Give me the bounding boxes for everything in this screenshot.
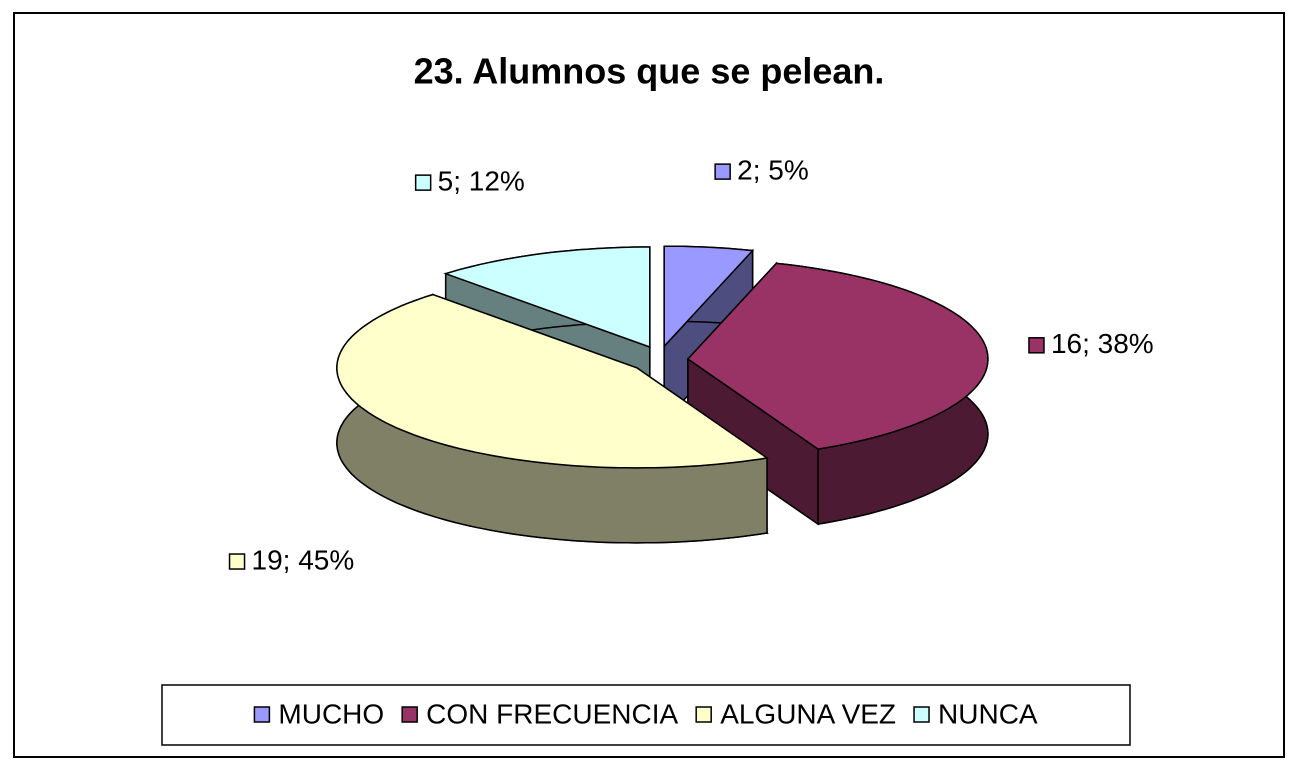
legend-label: CON FRECUENCIA xyxy=(426,698,678,729)
legend-swatch xyxy=(913,706,930,723)
legend-label: NUNCA xyxy=(938,698,1038,729)
data-label: 5; 12% xyxy=(438,166,525,197)
legend-swatch xyxy=(695,706,712,723)
label-key xyxy=(714,163,731,180)
data-labels: 2; 5% 16; 38% 19; 45% 5; 12% xyxy=(228,155,1154,575)
pie xyxy=(336,245,989,544)
legend-label: ALGUNA VEZ xyxy=(720,698,896,729)
data-label: 16; 38% xyxy=(1051,328,1154,359)
slice xyxy=(336,293,769,469)
slice xyxy=(336,293,769,544)
legend-swatch xyxy=(401,706,418,723)
slice xyxy=(443,246,651,349)
slice xyxy=(663,245,755,349)
legend-box xyxy=(161,684,1131,746)
label-key xyxy=(228,553,246,570)
data-label: 2; 5% xyxy=(737,155,809,186)
chart-title: 23. Alumnos que se pelean. xyxy=(414,51,885,92)
legend-label: MUCHO xyxy=(278,698,384,729)
data-label: 19; 45% xyxy=(252,544,355,575)
legend-swatch xyxy=(253,706,271,723)
label-key xyxy=(1028,337,1045,354)
label-key xyxy=(414,174,432,191)
legend: MUCHO CON FRECUENCIA ALGUNA VEZ NUNCA xyxy=(161,684,1131,746)
slice xyxy=(686,262,989,450)
